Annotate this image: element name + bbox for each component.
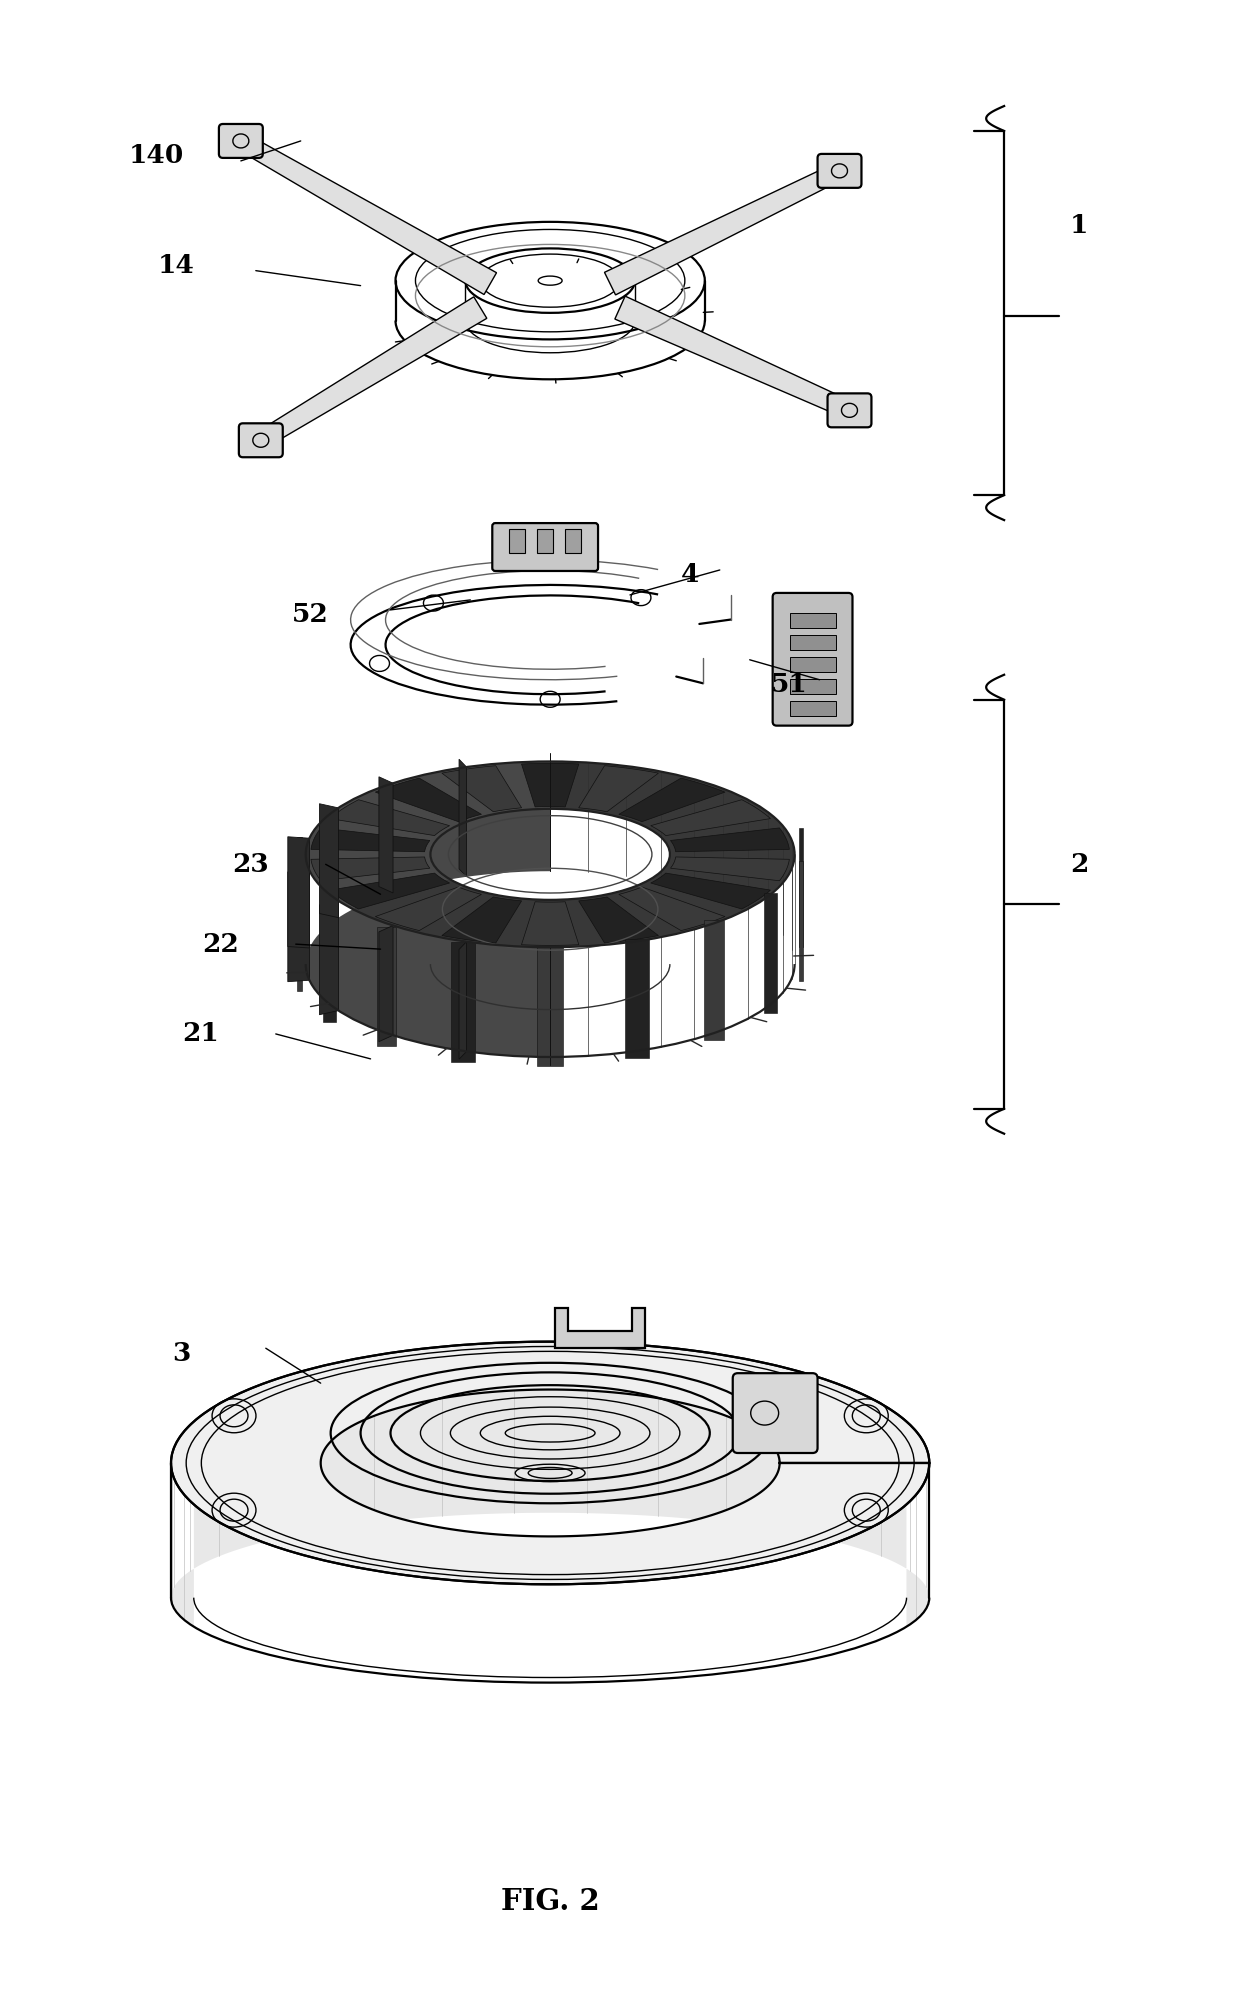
Polygon shape (619, 777, 725, 822)
Polygon shape (298, 838, 301, 957)
FancyBboxPatch shape (790, 612, 836, 628)
Polygon shape (764, 894, 777, 1013)
Text: 140: 140 (129, 143, 184, 169)
FancyBboxPatch shape (510, 530, 526, 554)
Polygon shape (441, 896, 522, 943)
Polygon shape (379, 777, 393, 892)
FancyBboxPatch shape (239, 423, 283, 457)
Polygon shape (522, 763, 579, 808)
Polygon shape (671, 828, 790, 852)
Polygon shape (376, 886, 481, 930)
Text: 14: 14 (157, 254, 195, 278)
Polygon shape (311, 828, 430, 852)
FancyBboxPatch shape (537, 530, 553, 554)
FancyBboxPatch shape (565, 530, 582, 554)
FancyBboxPatch shape (733, 1374, 817, 1452)
Polygon shape (330, 800, 450, 836)
FancyBboxPatch shape (817, 153, 862, 187)
Polygon shape (171, 1341, 929, 1627)
FancyBboxPatch shape (219, 125, 263, 157)
Polygon shape (377, 926, 397, 1047)
Polygon shape (704, 920, 724, 1039)
Polygon shape (441, 765, 522, 812)
Polygon shape (459, 759, 466, 876)
Polygon shape (320, 804, 339, 918)
Polygon shape (237, 133, 496, 294)
Text: 52: 52 (293, 602, 329, 628)
Text: 22: 22 (202, 932, 239, 957)
FancyBboxPatch shape (790, 701, 836, 715)
Polygon shape (799, 862, 804, 981)
FancyBboxPatch shape (790, 657, 836, 673)
Polygon shape (619, 886, 725, 930)
Polygon shape (306, 761, 795, 947)
Polygon shape (171, 1341, 929, 1585)
Polygon shape (376, 777, 481, 822)
Polygon shape (615, 296, 853, 419)
Polygon shape (522, 902, 579, 945)
Text: 1: 1 (1070, 213, 1089, 238)
Polygon shape (625, 939, 650, 1057)
Polygon shape (579, 765, 658, 812)
Polygon shape (537, 947, 563, 1065)
FancyBboxPatch shape (790, 679, 836, 693)
Polygon shape (604, 163, 843, 294)
Polygon shape (459, 943, 466, 1059)
Polygon shape (451, 943, 475, 1061)
Text: 4: 4 (681, 562, 699, 588)
Polygon shape (651, 874, 770, 908)
Polygon shape (330, 874, 450, 908)
Text: 23: 23 (232, 852, 269, 876)
Polygon shape (651, 800, 770, 836)
Text: 21: 21 (182, 1021, 219, 1047)
Polygon shape (298, 870, 301, 991)
Text: 3: 3 (172, 1341, 190, 1365)
Polygon shape (324, 902, 336, 1021)
Text: 2: 2 (1070, 852, 1089, 876)
Polygon shape (379, 926, 393, 1041)
Text: FIG. 2: FIG. 2 (501, 1887, 599, 1917)
Polygon shape (311, 856, 430, 880)
Polygon shape (671, 856, 790, 880)
Polygon shape (288, 870, 310, 981)
FancyBboxPatch shape (492, 524, 598, 572)
FancyBboxPatch shape (790, 634, 836, 651)
Polygon shape (799, 828, 804, 947)
Text: 51: 51 (771, 673, 808, 697)
FancyBboxPatch shape (827, 393, 872, 427)
Polygon shape (306, 761, 551, 1057)
Polygon shape (320, 900, 339, 1015)
Polygon shape (556, 1309, 645, 1347)
Polygon shape (257, 296, 487, 447)
Polygon shape (288, 836, 310, 949)
Polygon shape (579, 896, 658, 943)
FancyBboxPatch shape (773, 592, 852, 725)
